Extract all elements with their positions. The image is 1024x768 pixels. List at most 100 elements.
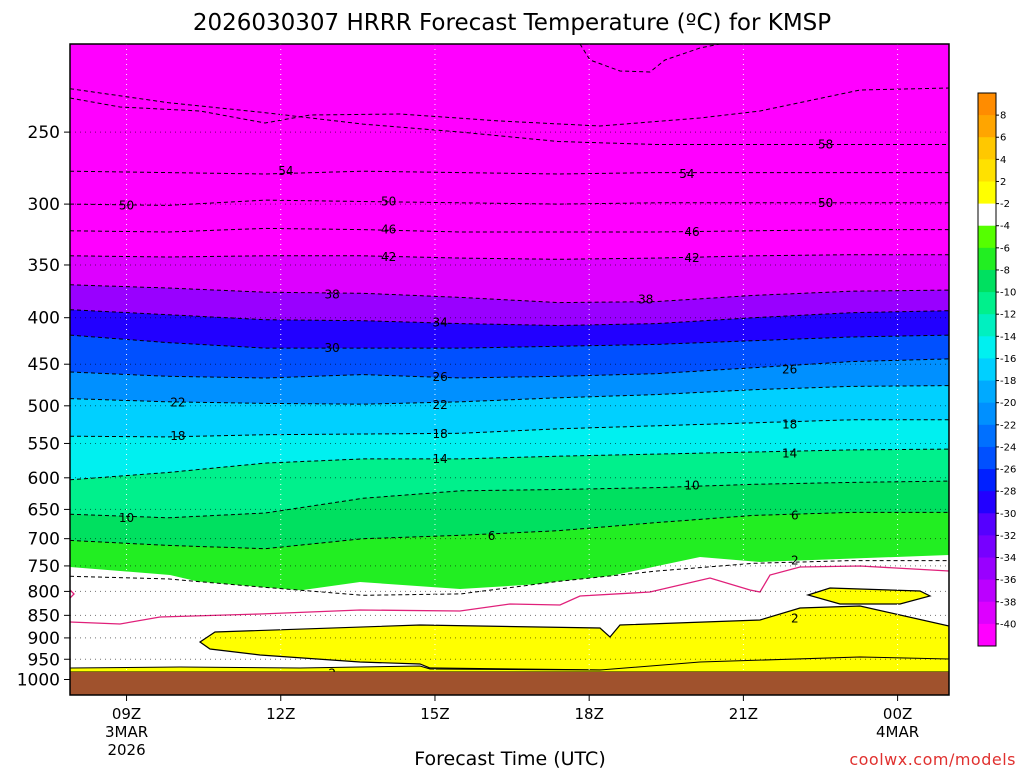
time-tick-label: 09Z <box>112 705 141 723</box>
colorbar-swatch <box>978 336 996 359</box>
contour-label: 14 <box>432 452 447 466</box>
chart-title: 2026030307 HRRR Forecast Temperature (ºC… <box>193 10 831 36</box>
pressure-tick-label: 250 <box>28 123 60 143</box>
contour-label: 34 <box>432 316 447 330</box>
pressure-tick-label: 650 <box>28 500 60 520</box>
colorbar-swatch <box>978 623 996 647</box>
colorbar-tick-label: 6 <box>1000 133 1006 144</box>
colorbar-swatch <box>978 579 996 603</box>
ground-layer <box>70 672 949 695</box>
time-tick-label: 12Z <box>266 705 295 723</box>
top-contour-line <box>70 87 949 127</box>
pressure-tick-label: 1000 <box>17 671 60 691</box>
colorbar-tick-label: -36 <box>1000 575 1016 586</box>
pressure-tick-label: 350 <box>28 256 60 276</box>
colorbar: 8 6 4 2 -2 -4 -6 -8 -10 -12 -14 -16 -18 -20 -22 -24 -26 -… <box>977 92 1016 647</box>
time-tick-label: 00Z <box>883 705 912 723</box>
colorbar-tick-label: -22 <box>1000 420 1016 431</box>
pressure-tick-label: 550 <box>28 434 60 454</box>
pressure-tick-label: 850 <box>28 606 60 626</box>
contour-label: 54 <box>278 164 293 178</box>
colorbar-tick-label: 2 <box>1000 177 1006 188</box>
pressure-tick-label: 500 <box>28 397 60 417</box>
contour-label: 58 <box>818 138 833 152</box>
contour-label: 10 <box>684 479 699 493</box>
contour-label: 2 <box>791 554 799 568</box>
contour-label: 50 <box>818 196 833 210</box>
colorbar-tick-label: -24 <box>1000 442 1016 453</box>
isotherm-line <box>70 480 949 519</box>
pressure-tick-label: 750 <box>28 557 60 577</box>
colorbar-tick-label: -16 <box>1000 354 1016 365</box>
contour-label: 22 <box>170 396 185 410</box>
colorbar-swatch <box>978 601 996 625</box>
colorbar-tick-label: -34 <box>1000 553 1016 564</box>
colorbar-swatch <box>978 115 996 138</box>
isotherm-line <box>70 88 949 145</box>
colorbar-tick-label: -2 <box>1000 199 1010 210</box>
isotherm-lines <box>70 88 949 596</box>
pressure-tick-label: 600 <box>28 469 60 489</box>
colorbar-swatch <box>978 269 996 293</box>
colorbar-swatch <box>978 93 996 116</box>
colorbar-swatch <box>978 557 996 581</box>
colorbar-swatch <box>978 446 996 470</box>
contour-label: 22 <box>432 398 447 412</box>
colorbar-swatch <box>978 159 996 182</box>
colorbar-tick-label: -26 <box>1000 465 1016 476</box>
grid-lines <box>70 44 949 695</box>
near-surface-layer <box>70 44 949 679</box>
pressure-tick-label: 800 <box>28 582 60 602</box>
contour-label: 50 <box>119 198 134 212</box>
contour-label: 6 <box>791 508 799 522</box>
contour-label: 50 <box>381 194 396 208</box>
pressure-tick-label: 450 <box>28 355 60 375</box>
colorbar-tick-label: -14 <box>1000 332 1016 343</box>
contour-label: 6 <box>488 529 496 543</box>
date-tick-label: 3MAR <box>105 723 148 741</box>
colorbar-swatch <box>978 513 996 536</box>
colorbar-swatch <box>978 314 996 337</box>
contour-label: 26 <box>432 370 447 384</box>
pressure-tick-label: 400 <box>28 309 60 329</box>
colorbar-swatch <box>978 225 996 249</box>
contour-label: 18 <box>170 429 185 443</box>
time-tick-label: 21Z <box>729 705 758 723</box>
pressure-axis: 250 300 350 400 450 500 550 600 650 700 750 800 850 9… <box>17 123 70 691</box>
colorbar-swatch <box>978 358 996 382</box>
dewpoint-line <box>70 565 949 625</box>
x-axis-label: Forecast Time (UTC) <box>414 748 605 768</box>
colorbar-tick-label: -38 <box>1000 597 1016 608</box>
contour-label: 38 <box>638 293 653 307</box>
colorbar-swatch <box>978 424 996 448</box>
colorbar-tick-label: -32 <box>1000 531 1016 542</box>
contour-label: 54 <box>679 167 694 181</box>
colorbar-tick-label: 4 <box>1000 155 1006 166</box>
contour-label: 42 <box>381 250 396 264</box>
colorbar-swatch <box>978 380 996 404</box>
colorbar-tick-label: -4 <box>1000 221 1010 232</box>
contour-label: 18 <box>432 427 447 441</box>
contour-label: 42 <box>684 251 699 265</box>
freezing-level-white-zone <box>70 555 949 640</box>
pressure-tick-label: 700 <box>28 530 60 550</box>
colorbar-frame <box>977 92 997 647</box>
credit-text: coolwx.com/models <box>849 750 1016 768</box>
colorbar-swatch <box>978 491 996 514</box>
colorbar-tick-label: -8 <box>1000 265 1010 276</box>
colorbar-tick-label: -28 <box>1000 487 1016 498</box>
time-tick-label: 15Z <box>420 705 449 723</box>
colorbar-swatch <box>978 203 996 227</box>
colorbar-tick-label: -12 <box>1000 310 1016 321</box>
colorbar-swatch <box>978 402 996 426</box>
pressure-tick-label: 300 <box>28 195 60 215</box>
plot-frame <box>69 43 950 696</box>
colorbar-swatch <box>978 247 996 271</box>
colorbar-swatch <box>978 181 996 205</box>
contour-label: 14 <box>782 446 797 460</box>
colorbar-tick-label: -6 <box>1000 243 1010 254</box>
